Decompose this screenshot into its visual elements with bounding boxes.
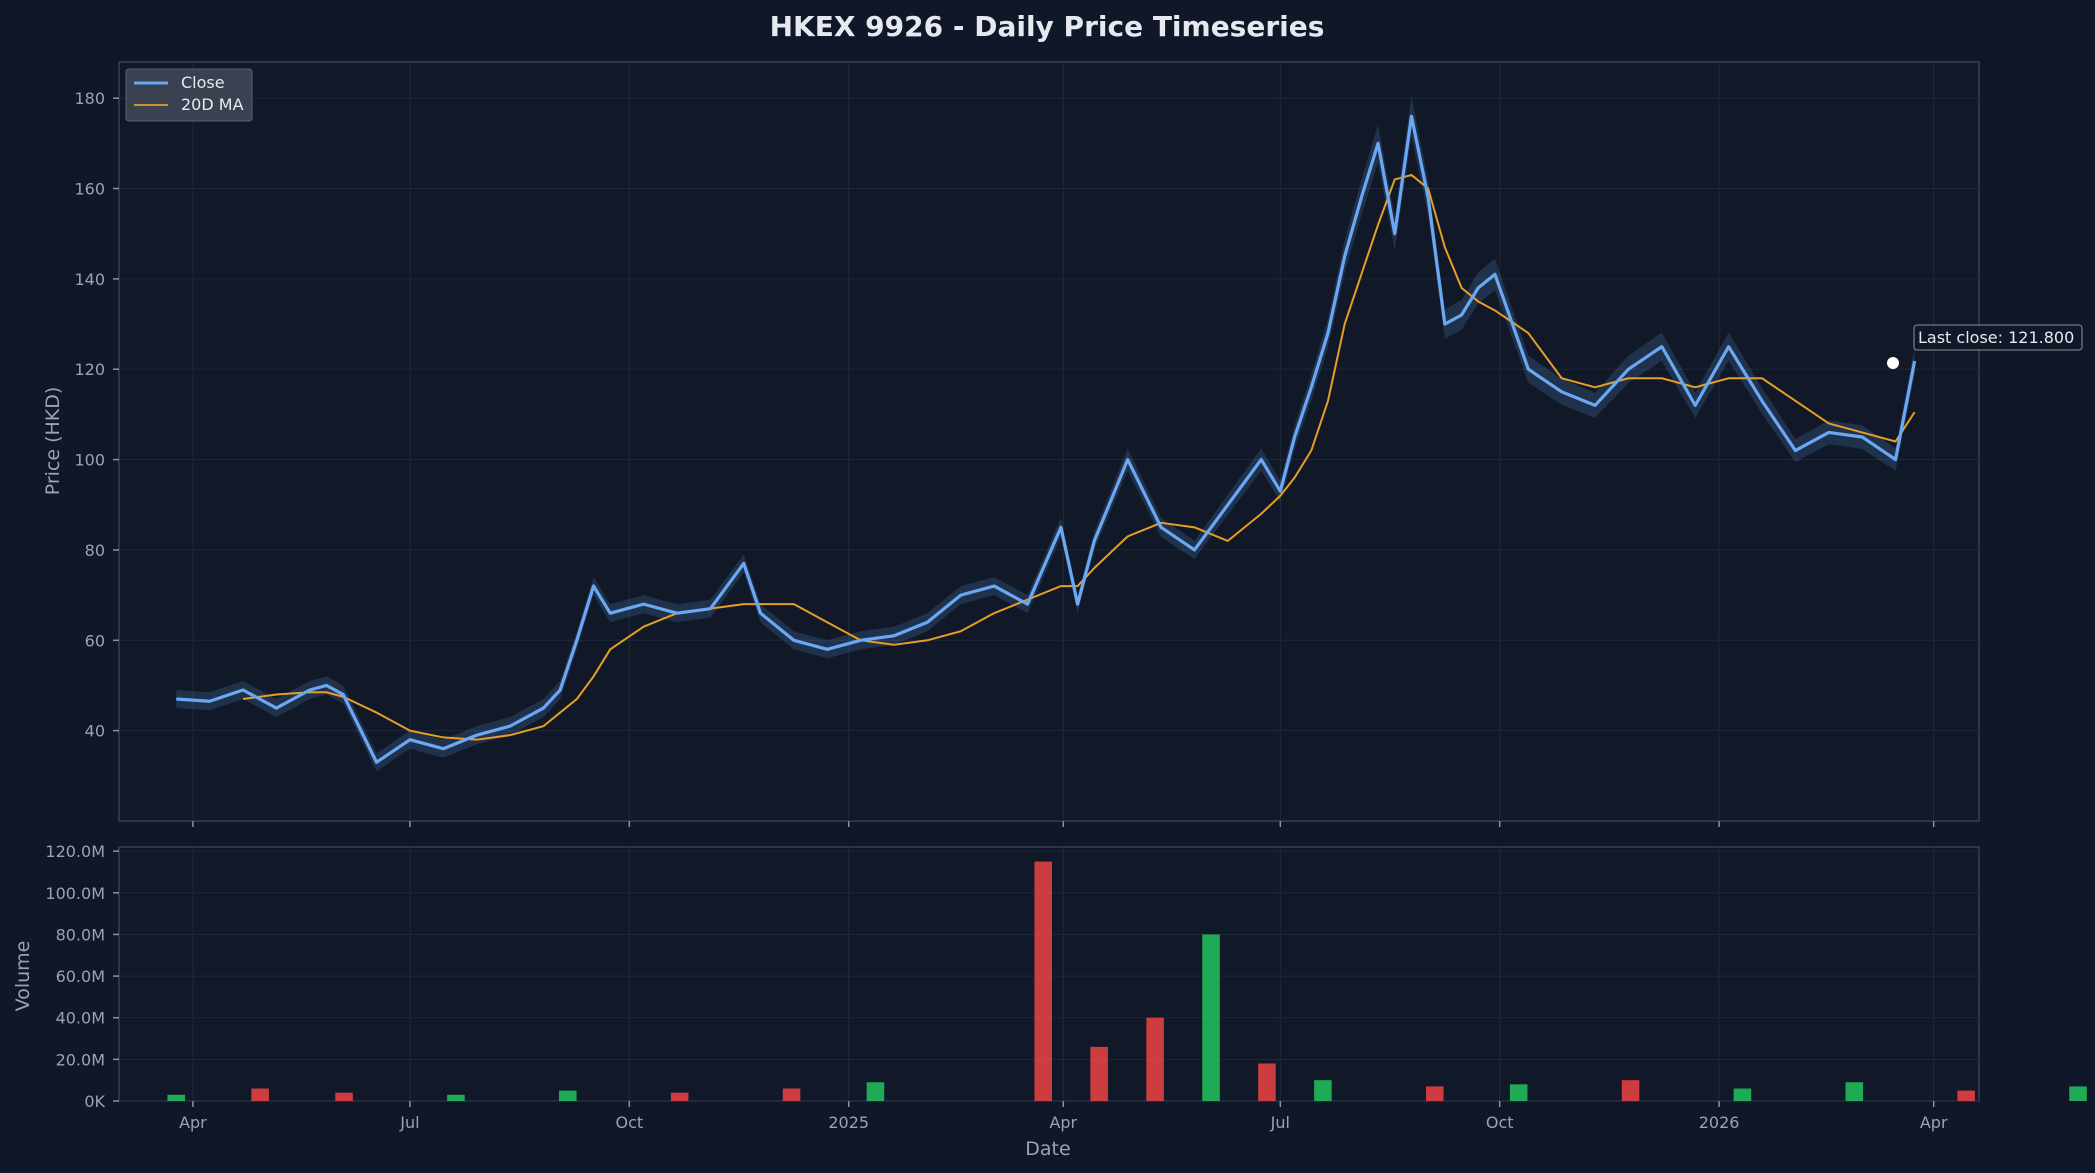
volume-y-tick-label: 40.0M: [56, 1009, 105, 1028]
close-range-band: [176, 96, 1915, 772]
volume-bar: [1733, 1088, 1752, 1101]
last-close-annotation: Last close: 121.800: [1887, 324, 2083, 369]
volume-y-tick-label: 100.0M: [45, 884, 105, 903]
volume-y-label: Volume: [12, 941, 34, 1012]
volume-bar: [1034, 861, 1053, 1101]
volume-bar: [1146, 1017, 1164, 1101]
price-series: [176, 96, 1917, 772]
price-y-tick-label: 40: [85, 722, 105, 741]
price-y-tick-label: 140: [74, 270, 105, 289]
volume-bar: [167, 1094, 186, 1101]
volume-bar: [1621, 1080, 1640, 1101]
volume-bar: [1509, 1084, 1528, 1101]
price-y-label: Price (HKD): [42, 387, 64, 496]
volume-y-tick-label: 120.0M: [45, 842, 105, 861]
x-tick-label: Oct: [615, 1113, 643, 1132]
last-close-box: [1913, 324, 2083, 351]
volume-bar: [1314, 1080, 1332, 1101]
x-tick-label: 2026: [1699, 1113, 1740, 1132]
x-tick-label: 2025: [828, 1113, 869, 1132]
volume-y-tick-label: 0K: [84, 1092, 105, 1111]
x-tick-label: Jul: [399, 1113, 419, 1132]
volume-bar: [1957, 1090, 1975, 1101]
volume-bars: [167, 861, 2087, 1101]
ma-20d-line: [242, 173, 1916, 741]
price-y-ticks: 40 60 80 100 120 140 160 180: [74, 89, 119, 741]
chart-title: HKEX 9926 - Daily Price Timeseries: [770, 10, 1325, 43]
price-y-tick-label: 180: [74, 89, 105, 108]
volume-bar: [335, 1092, 353, 1101]
x-tick-label: Apr: [1049, 1113, 1077, 1132]
price-y-tick-label: 120: [74, 360, 105, 379]
volume-y-tick-label: 60.0M: [56, 967, 105, 986]
volume-bar: [670, 1092, 689, 1101]
price-y-tick-label: 60: [85, 631, 105, 650]
price-y-tick-label: 100: [74, 451, 105, 470]
x-tick-label: Apr: [1920, 1113, 1948, 1132]
price-panel: 40 60 80 100 120 140 160 180 Price (HKD): [42, 61, 1980, 822]
x-axis-label: Date: [1025, 1138, 1070, 1160]
volume-y-tick-label: 20.0M: [56, 1050, 105, 1069]
x-tick-label: Jul: [1270, 1113, 1290, 1132]
x-tick-label: Apr: [179, 1113, 207, 1132]
close-line: [176, 114, 1917, 764]
price-grid: [119, 62, 1979, 821]
last-close-label: Last close: 121.800: [1918, 328, 2074, 347]
price-y-tick-label: 160: [74, 180, 105, 199]
price-y-tick-label: 80: [85, 541, 105, 560]
legend-label-ma: 20D MA: [181, 95, 244, 114]
volume-bar: [1426, 1086, 1444, 1101]
last-close-marker: [1887, 357, 1899, 369]
volume-bar: [447, 1094, 465, 1101]
volume-bar: [559, 1090, 577, 1101]
volume-y-tick-label: 80.0M: [56, 925, 105, 944]
legend[interactable]: Close 20D MA: [125, 68, 253, 122]
x-axis-ticks: Apr Jul Oct 2025 Apr Jul Oct 2026 Apr: [179, 821, 1948, 1132]
volume-y-ticks: 0K 20.0M 40.0M 60.0M 80.0M 100.0M 120.0M: [45, 842, 119, 1111]
volume-bar: [1090, 1046, 1108, 1101]
x-tick-label: Oct: [1486, 1113, 1514, 1132]
volume-bar: [866, 1082, 885, 1101]
volume-bar: [1202, 934, 1220, 1101]
legend-label-close: Close: [181, 73, 225, 92]
volume-panel: 0K 20.0M 40.0M 60.0M 80.0M 100.0M 120.0M Volum…: [12, 842, 2087, 1111]
volume-bar: [1845, 1082, 1864, 1101]
volume-bar: [251, 1088, 269, 1101]
volume-bar: [782, 1088, 801, 1101]
price-plot-area: [118, 61, 1980, 822]
volume-bar: [1258, 1063, 1276, 1101]
volume-bar: [2069, 1086, 2087, 1101]
